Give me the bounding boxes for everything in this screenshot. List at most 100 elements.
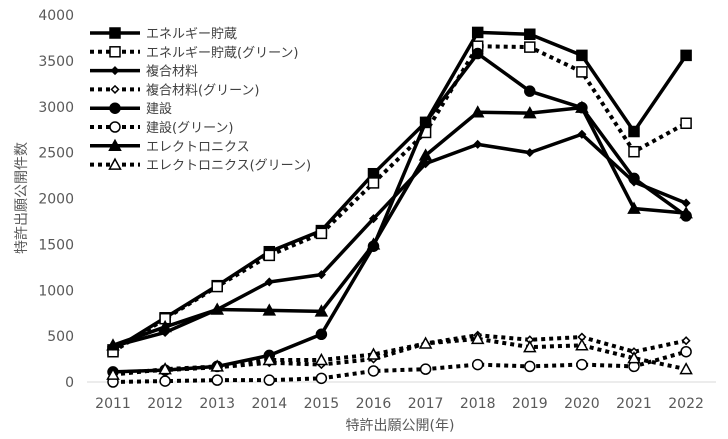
data-point bbox=[523, 340, 537, 353]
legend-item: 建設(グリーン) bbox=[90, 120, 234, 136]
x-tick-label: 2016 bbox=[356, 396, 392, 412]
y-tick-label: 2500 bbox=[38, 146, 74, 162]
data-point bbox=[262, 303, 277, 316]
y-tick-label: 1000 bbox=[38, 283, 74, 299]
legend-marker bbox=[109, 27, 121, 39]
legend-label: 複合材料 bbox=[146, 64, 198, 80]
data-point bbox=[263, 249, 276, 262]
legend-marker bbox=[110, 66, 120, 76]
data-point bbox=[680, 117, 692, 130]
x-tick-label: 2019 bbox=[512, 396, 548, 412]
legend-label: 複合材料(グリーン) bbox=[146, 82, 260, 98]
data-point bbox=[263, 374, 276, 386]
data-point bbox=[418, 148, 433, 161]
legend-item: エレクトロニクス bbox=[90, 138, 250, 155]
y-axis-title: 特許出願公開件数 bbox=[14, 142, 30, 254]
y-tick-label: 3000 bbox=[38, 100, 74, 116]
data-point bbox=[471, 358, 484, 371]
data-point bbox=[628, 172, 640, 185]
y-tick-label: 500 bbox=[47, 329, 74, 345]
data-point bbox=[524, 85, 536, 97]
data-point bbox=[264, 277, 274, 287]
series-7 bbox=[106, 331, 693, 380]
series-line bbox=[112, 105, 687, 347]
series-line bbox=[112, 333, 687, 375]
legend-label: 建設(グリーン) bbox=[146, 120, 234, 136]
y-tick-label: 1500 bbox=[38, 237, 74, 253]
data-point bbox=[525, 148, 535, 158]
data-point bbox=[524, 28, 536, 41]
legend-marker bbox=[110, 84, 120, 94]
data-point bbox=[419, 116, 432, 129]
data-point bbox=[524, 360, 536, 373]
data-point bbox=[315, 328, 328, 341]
series-3 bbox=[108, 330, 691, 378]
legend-label: エレクトロニクス bbox=[146, 140, 250, 155]
data-point bbox=[576, 49, 588, 62]
data-point bbox=[575, 100, 589, 113]
legend-marker bbox=[109, 46, 121, 58]
legend-label: エネルギー貯蔵 bbox=[146, 27, 237, 42]
data-point bbox=[315, 372, 328, 385]
legend-label: 建設 bbox=[146, 101, 172, 117]
data-point bbox=[470, 331, 485, 345]
data-point bbox=[262, 352, 277, 366]
y-tick-label: 4000 bbox=[38, 8, 74, 24]
x-axis: 2011 2012 2013 2014 2015 2016 2017 2018 2019 2020… bbox=[95, 396, 704, 412]
y-axis: 0 500 1000 1500 2000 2500 3000 3500 4000 bbox=[38, 8, 74, 391]
data-point bbox=[367, 365, 380, 377]
data-point bbox=[471, 26, 484, 39]
data-point bbox=[314, 304, 329, 317]
legend-item: エネルギー貯蔵(グリーン) bbox=[90, 46, 299, 61]
data-point bbox=[211, 374, 223, 386]
legend-item: エレクトロニクス(グリーン) bbox=[90, 157, 311, 174]
legend-marker bbox=[109, 102, 121, 114]
y-tick-label: 2000 bbox=[38, 192, 74, 208]
data-point bbox=[473, 139, 483, 149]
data-point bbox=[366, 347, 381, 360]
y-tick-label: 3500 bbox=[38, 54, 74, 70]
data-point bbox=[627, 351, 641, 364]
data-point bbox=[210, 302, 224, 315]
x-tick-label: 2022 bbox=[668, 396, 704, 412]
data-point bbox=[577, 129, 587, 139]
data-point bbox=[367, 177, 380, 189]
data-point bbox=[679, 206, 693, 219]
legend-item: 建設 bbox=[90, 101, 172, 117]
legend-label: エレクトロニクス(グリーン) bbox=[146, 159, 311, 174]
data-point bbox=[316, 270, 326, 280]
data-point bbox=[628, 125, 640, 138]
data-point bbox=[680, 345, 692, 358]
data-point bbox=[210, 359, 224, 372]
series-line bbox=[111, 44, 688, 354]
data-point bbox=[470, 105, 485, 118]
data-point bbox=[471, 47, 484, 60]
x-axis-title: 特許出願公開(年) bbox=[346, 418, 455, 434]
legend-marker bbox=[108, 138, 122, 152]
legend-item: 複合材料(グリーン) bbox=[90, 82, 260, 98]
legend-label: エネルギー貯蔵(グリーン) bbox=[146, 46, 299, 61]
data-point bbox=[680, 49, 692, 62]
series-line bbox=[112, 51, 688, 374]
data-point bbox=[419, 363, 432, 375]
legend-item: 複合材料 bbox=[90, 64, 198, 80]
data-point bbox=[679, 362, 693, 375]
data-point bbox=[575, 338, 589, 351]
data-point bbox=[576, 66, 588, 78]
data-point bbox=[314, 352, 329, 366]
data-point bbox=[628, 145, 640, 158]
x-tick-label: 2020 bbox=[564, 396, 600, 412]
series-6 bbox=[106, 100, 693, 351]
y-tick-label: 0 bbox=[65, 375, 74, 391]
x-tick-label: 2014 bbox=[251, 396, 287, 412]
data-point bbox=[106, 338, 120, 351]
data-point bbox=[368, 214, 379, 224]
series-line bbox=[112, 336, 687, 377]
data-point bbox=[627, 201, 641, 214]
x-tick-label: 2011 bbox=[95, 396, 131, 412]
plot-area bbox=[106, 26, 693, 388]
legend-marker bbox=[109, 121, 121, 133]
data-point bbox=[523, 106, 537, 119]
